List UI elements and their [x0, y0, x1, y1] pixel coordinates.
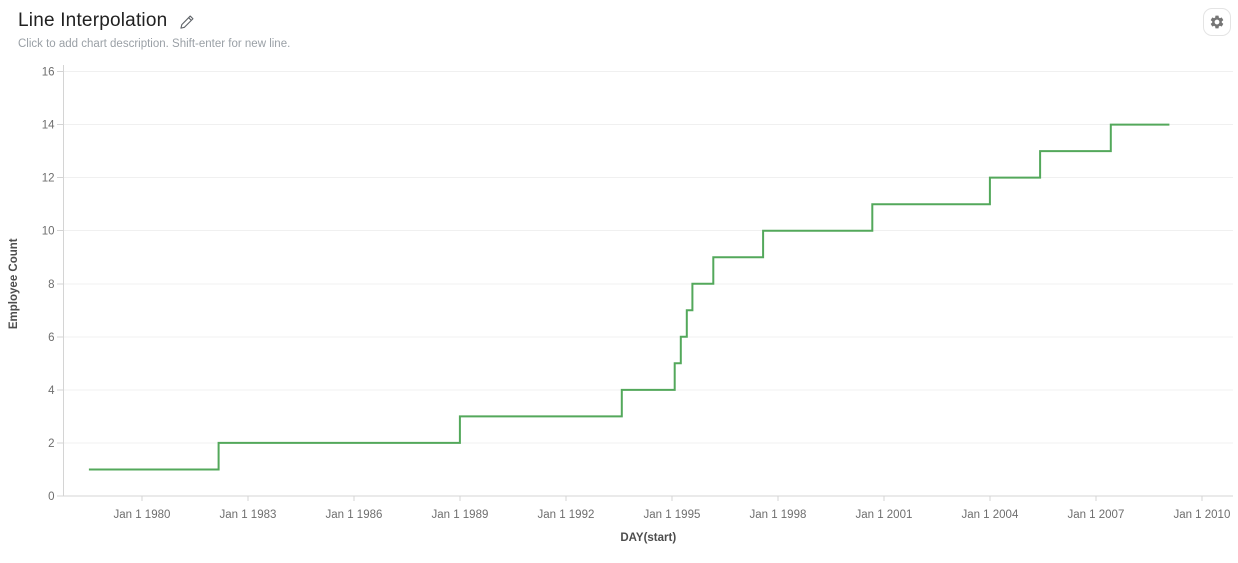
- x-tick-label: Jan 1 1983: [219, 509, 276, 521]
- chart-title[interactable]: Line Interpolation: [18, 10, 168, 31]
- y-tick-label: 12: [42, 173, 55, 185]
- chart-description-placeholder[interactable]: Click to add chart description. Shift-en…: [18, 38, 291, 50]
- settings-button[interactable]: [1203, 8, 1231, 36]
- pencil-icon: [180, 15, 194, 29]
- y-tick-label: 14: [42, 120, 55, 132]
- gear-icon: [1210, 15, 1224, 29]
- x-tick-label: Jan 1 1992: [537, 509, 594, 521]
- y-tick-label: 0: [48, 491, 54, 503]
- chart-header: Line Interpolation Click to add chart de…: [18, 8, 290, 51]
- y-tick-label: 4: [48, 385, 55, 397]
- x-tick-label: Jan 1 1998: [749, 509, 806, 521]
- x-tick-label: Jan 1 1995: [643, 509, 700, 521]
- x-tick-label: Jan 1 2001: [855, 509, 912, 521]
- y-axis-title: Employee Count: [8, 238, 20, 329]
- x-tick-label: Jan 1 2010: [1173, 509, 1230, 521]
- y-tick-label: 6: [48, 332, 54, 344]
- x-tick-label: Jan 1 2007: [1067, 509, 1124, 521]
- y-tick-label: 8: [48, 279, 54, 291]
- x-tick-label: Jan 1 2004: [961, 509, 1019, 521]
- y-tick-label: 16: [42, 67, 55, 79]
- y-tick-label: 2: [48, 438, 54, 450]
- x-axis-title: DAY(start): [620, 532, 676, 544]
- x-tick-label: Jan 1 1986: [325, 509, 382, 521]
- series-line-employee-count[interactable]: [88, 123, 1170, 471]
- x-tick-label: Jan 1 1989: [431, 509, 488, 521]
- edit-title-button[interactable]: [177, 11, 198, 32]
- x-tick-label: Jan 1 1980: [113, 509, 170, 521]
- y-tick-label: 10: [42, 226, 55, 238]
